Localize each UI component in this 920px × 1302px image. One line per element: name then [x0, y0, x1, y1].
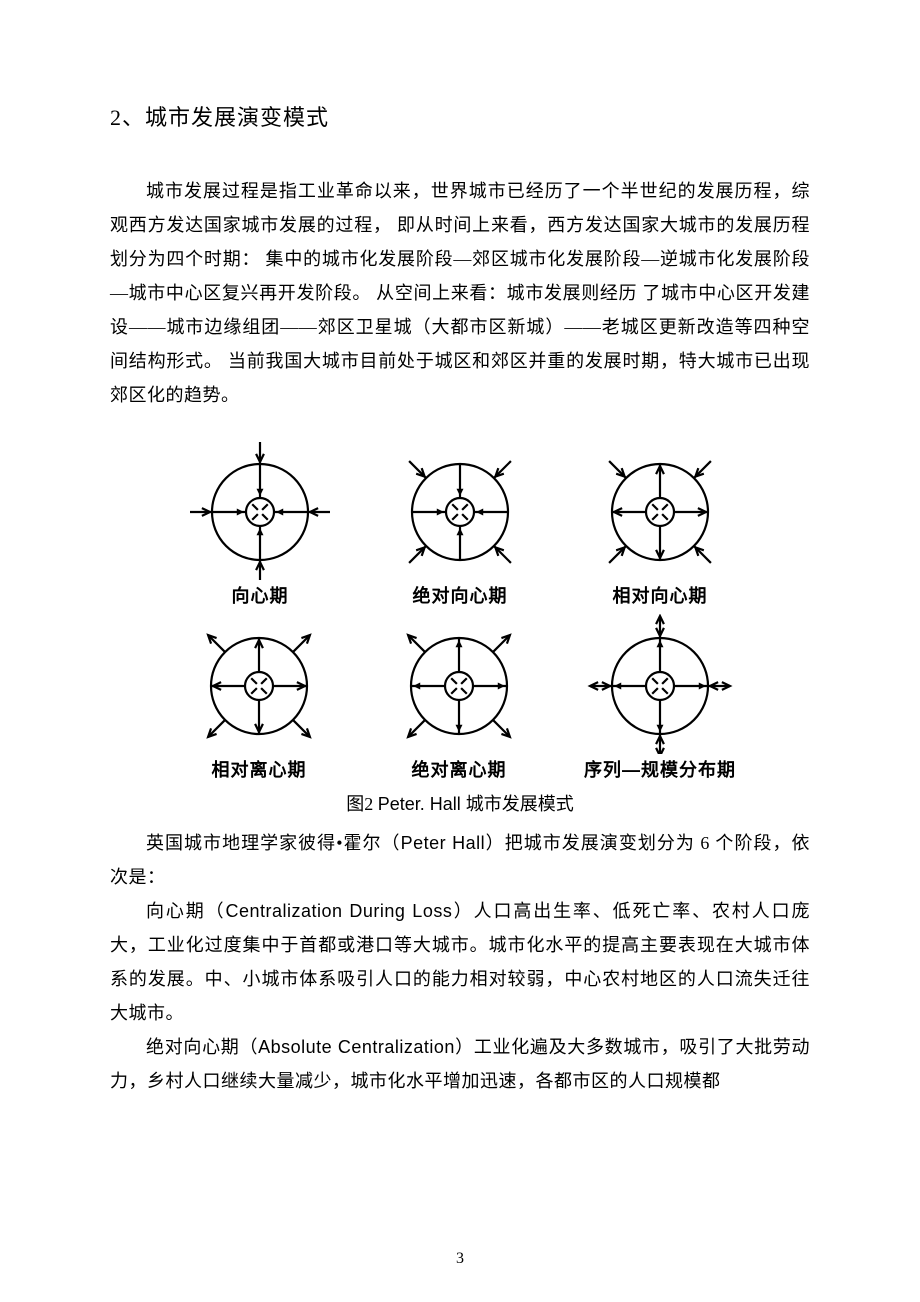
figure-2: 向心期 绝对向心期 相对向心期相对离心期 绝对离心期 序列—规模分布期 图2 Peter…	[110, 440, 810, 816]
p3-pre: 向心期（	[146, 901, 225, 921]
page-number: 3	[0, 1250, 920, 1268]
figure-cell: 绝对向心期	[385, 440, 535, 608]
figure-row: 相对离心期 绝对离心期 序列—规模分布期	[184, 614, 736, 782]
p4-pre: 绝对向心期（	[146, 1037, 258, 1057]
figure-caption-pre: 图2	[346, 794, 378, 814]
section-heading: 2、城市发展演变模式	[110, 100, 810, 132]
p3-term: Centralization During Loss	[225, 901, 452, 921]
paragraph-1: 城市发展过程是指工业革命以来，世界城市已经历了一个半世纪的发展历程，综观西方发达…	[110, 174, 810, 412]
figure-cell: 相对离心期	[184, 614, 334, 782]
figure-cell-label: 序列—规模分布期	[584, 756, 736, 782]
figure-cell: 向心期	[185, 440, 335, 608]
figure-cell: 序列—规模分布期	[584, 614, 736, 782]
figure-cell-label: 向心期	[232, 582, 289, 608]
figure-cell-label: 绝对离心期	[412, 756, 507, 782]
figure-row: 向心期 绝对向心期 相对向心期	[185, 440, 735, 608]
figure-cell: 绝对离心期	[384, 614, 534, 782]
p2-term: Peter Hall	[401, 833, 486, 853]
figure-caption-post: 城市发展模式	[466, 794, 574, 814]
figure-caption: 图2 Peter. Hall 城市发展模式	[346, 790, 574, 816]
page: 2、城市发展演变模式 城市发展过程是指工业革命以来，世界城市已经历了一个半世纪的…	[0, 0, 920, 1302]
paragraph-4: 绝对向心期（Absolute Centralization）工业化遍及大多数城市…	[110, 1030, 810, 1098]
figure-cell-label: 相对离心期	[212, 756, 307, 782]
figure-caption-author: Peter. Hall	[378, 794, 466, 814]
p2-pre: 英国城市地理学家彼得•霍尔（	[146, 833, 401, 853]
p4-term: Absolute Centralization	[258, 1037, 455, 1057]
figure-cell-label: 绝对向心期	[413, 582, 508, 608]
paragraph-3: 向心期（Centralization During Loss）人口高出生率、低死…	[110, 894, 810, 1030]
paragraph-2: 英国城市地理学家彼得•霍尔（Peter Hall）把城市发展演变划分为 6 个阶…	[110, 826, 810, 894]
figure-cell: 相对向心期	[585, 440, 735, 608]
figure-cell-label: 相对向心期	[613, 582, 708, 608]
